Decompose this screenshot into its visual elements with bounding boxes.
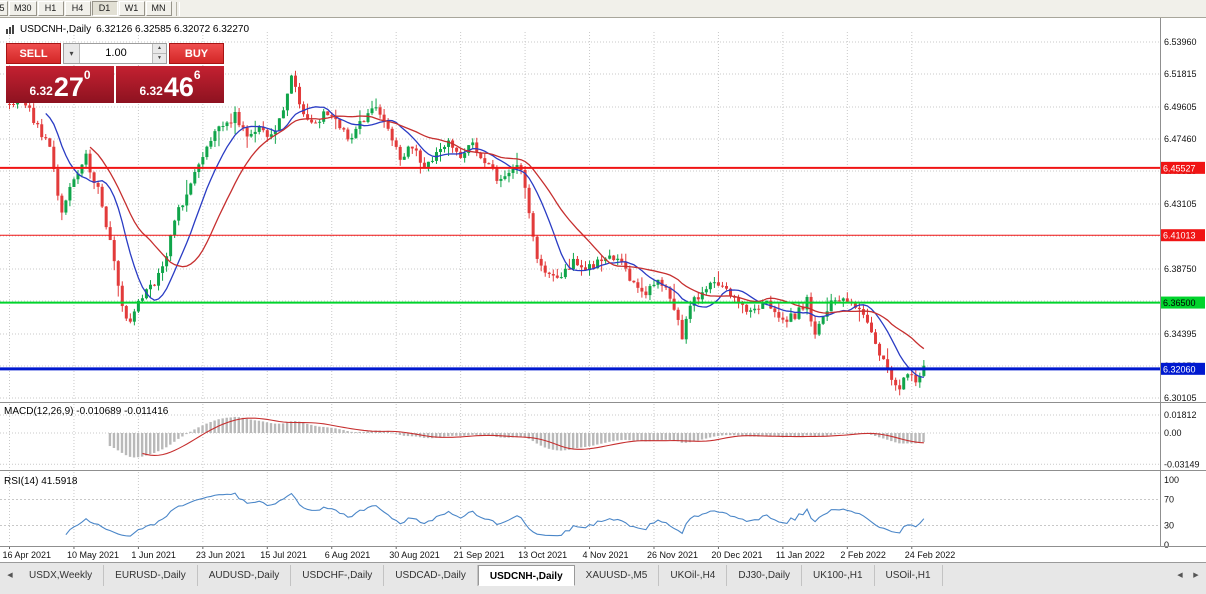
date-label: 24 Feb 2022	[905, 550, 956, 560]
date-label: 30 Aug 2021	[389, 550, 440, 560]
rsi-label: RSI(14) 41.5918	[4, 476, 78, 487]
price-scale-label: 6.51815	[1164, 69, 1197, 79]
date-label: 6 Aug 2021	[325, 550, 371, 560]
volume-increase-icon[interactable]: ▲	[153, 44, 166, 54]
price-scale-label: 6.30105	[1164, 393, 1197, 403]
buy-price-display[interactable]: 6.32 46 6	[116, 66, 224, 103]
buy-button[interactable]: BUY	[169, 43, 224, 64]
price-level-tag[interactable]	[1161, 229, 1205, 242]
chart-tab-eurusd[interactable]: EURUSD-,Daily	[104, 565, 198, 586]
tabs-scroll-right-icon[interactable]: ▶	[1193, 572, 1199, 579]
price-level-tag[interactable]	[1161, 161, 1205, 174]
tabs-scroll-left-icon[interactable]: ◀	[7, 572, 13, 579]
sell-price-main: 27	[53, 72, 84, 102]
volume-spinner: ▲ ▼	[152, 44, 166, 63]
chart-tabs: USDX,Weekly EURUSD-,Daily AUDUSD-,Daily USD…	[18, 565, 1172, 586]
svg-text:100: 100	[1164, 475, 1179, 485]
buy-price-prefix: 6.32	[139, 84, 163, 98]
date-label: 10 May 2021	[67, 550, 119, 560]
date-label: 16 Apr 2021	[3, 550, 52, 560]
time-axis: 16 Apr 2021 10 May 2021 1 Jun 2021 23 Jun 2…	[3, 546, 956, 560]
tabs-scroll-group: ◀ ▶	[1172, 565, 1204, 586]
sell-price-prefix: 6.32	[29, 84, 53, 98]
chart-tab-ukoil[interactable]: UKOil-,H4	[659, 565, 728, 586]
buy-price-pipette: 6	[193, 68, 201, 82]
date-label: 1 Jun 2021	[131, 550, 176, 560]
panel-separators	[0, 18, 1206, 547]
timeframe-button-h4[interactable]: H4	[64, 1, 91, 16]
volume-decrease-icon[interactable]: ▼	[153, 54, 166, 63]
chart-background	[0, 18, 1206, 562]
price-scale-label: 6.43105	[1164, 199, 1197, 209]
tab-bar: ◀ USDX,Weekly EURUSD-,Daily AUDUSD-,Daily U…	[0, 562, 1206, 594]
timeframe-button-w1[interactable]: W1	[118, 1, 145, 16]
date-label: 13 Oct 2021	[518, 550, 567, 560]
timeframe-button-m30[interactable]: M30	[9, 1, 37, 16]
timeframe-button-mn[interactable]: MN	[145, 1, 172, 16]
date-label: 23 Jun 2021	[196, 550, 246, 560]
date-label: 21 Sep 2021	[454, 550, 505, 560]
volume-input[interactable]: 1.00	[105, 47, 127, 59]
chart-tab-usoil[interactable]: USOil-,H1	[875, 565, 943, 586]
chart-tab-usdcad[interactable]: USDCAD-,Daily	[384, 565, 478, 586]
chart-canvas[interactable]: 6.539606.518156.496056.474606.453156.431…	[0, 18, 1206, 562]
chart-grid	[0, 32, 1160, 544]
chart-tab-usdchf[interactable]: USDCHF-,Daily	[291, 565, 385, 586]
price-scale-label: 6.38750	[1164, 264, 1197, 274]
chart-ohlc-values: 6.32126 6.32585 6.32072 6.32270	[96, 24, 250, 35]
date-label: 26 Nov 2021	[647, 550, 698, 560]
chart-title: USDCNH-,Daily 6.32126 6.32585 6.32072 6.…	[5, 24, 249, 35]
timeframe-toolbar: 5 M30 H1 H4 D1 W1 MN	[0, 0, 1206, 18]
chart-tab-uk100[interactable]: UK100-,H1	[802, 565, 875, 586]
svg-text:0.01812: 0.01812	[1164, 410, 1197, 420]
price-scale-label: 6.49605	[1164, 102, 1197, 112]
date-label: 2 Feb 2022	[840, 550, 886, 560]
price-scale-label: 6.34395	[1164, 329, 1197, 339]
chart-icon	[5, 24, 15, 35]
price-levels: 6.45527 6.41013 6.36500 6.32060	[0, 161, 1205, 375]
svg-text:-0.03149: -0.03149	[1164, 459, 1200, 469]
svg-text:30: 30	[1164, 521, 1174, 531]
macd-panel: 0.01812 0.00 -0.03149 MACD(12,26,9) -0.0106…	[0, 406, 1200, 469]
chart-symbol-label: USDCNH-,Daily	[20, 24, 92, 35]
timeframe-button-5[interactable]: 5	[0, 1, 8, 16]
price-scale-label: 6.53960	[1164, 37, 1197, 47]
chart-tab-usdx[interactable]: USDX,Weekly	[18, 565, 105, 586]
chart-tab-usdcnh[interactable]: USDCNH-,Daily	[477, 565, 575, 586]
chart-area: 6.539606.518156.496056.474606.453156.431…	[0, 18, 1206, 562]
price-level-tag-label: 6.45527	[1163, 163, 1196, 173]
date-label: 11 Jan 2022	[776, 550, 825, 560]
price-level-tag-label: 6.36500	[1163, 298, 1196, 308]
moving-averages	[45, 106, 925, 378]
one-click-trading-panel: SELL ▾ 1.00 ▲ ▼ BUY 6.32 27 0 6.32 46 6	[6, 43, 224, 103]
sell-price-pipette: 0	[83, 68, 91, 82]
macd-label: MACD(12,26,9) -0.010689 -0.011416	[4, 406, 169, 417]
price-scale-label: 6.47460	[1164, 134, 1197, 144]
sell-price-display[interactable]: 6.32 27 0	[6, 66, 114, 103]
chart-tab-xauusd[interactable]: XAUUSD-,M5	[575, 565, 660, 586]
buy-price-main: 46	[163, 72, 194, 102]
volume-dropdown-icon[interactable]: ▾	[64, 44, 80, 63]
price-level-tag-label: 6.41013	[1163, 231, 1196, 241]
price-level-tag[interactable]	[1161, 362, 1205, 375]
svg-text:70: 70	[1164, 495, 1174, 505]
svg-text:0: 0	[1164, 540, 1169, 550]
tabs-scroll-left-icon-2[interactable]: ◀	[1177, 572, 1183, 579]
date-label: 15 Jul 2021	[260, 550, 307, 560]
price-level-tag[interactable]	[1161, 296, 1205, 309]
svg-text:0.00: 0.00	[1164, 428, 1182, 438]
chart-tab-audusd[interactable]: AUDUSD-,Daily	[198, 565, 292, 586]
date-label: 20 Dec 2021	[711, 550, 762, 560]
sell-button[interactable]: SELL	[6, 43, 61, 64]
date-label: 4 Nov 2021	[583, 550, 629, 560]
rsi-panel: 100 70 30 0 RSI(14) 41.5918	[0, 475, 1179, 550]
volume-control: ▾ 1.00 ▲ ▼	[63, 43, 167, 64]
timeframe-button-d1[interactable]: D1	[91, 1, 118, 16]
chart-tab-dj30[interactable]: DJ30-,Daily	[727, 565, 803, 586]
toolbar-separator	[175, 1, 180, 16]
price-level-tag-label: 6.32060	[1163, 364, 1196, 374]
timeframe-button-h1[interactable]: H1	[37, 1, 64, 16]
